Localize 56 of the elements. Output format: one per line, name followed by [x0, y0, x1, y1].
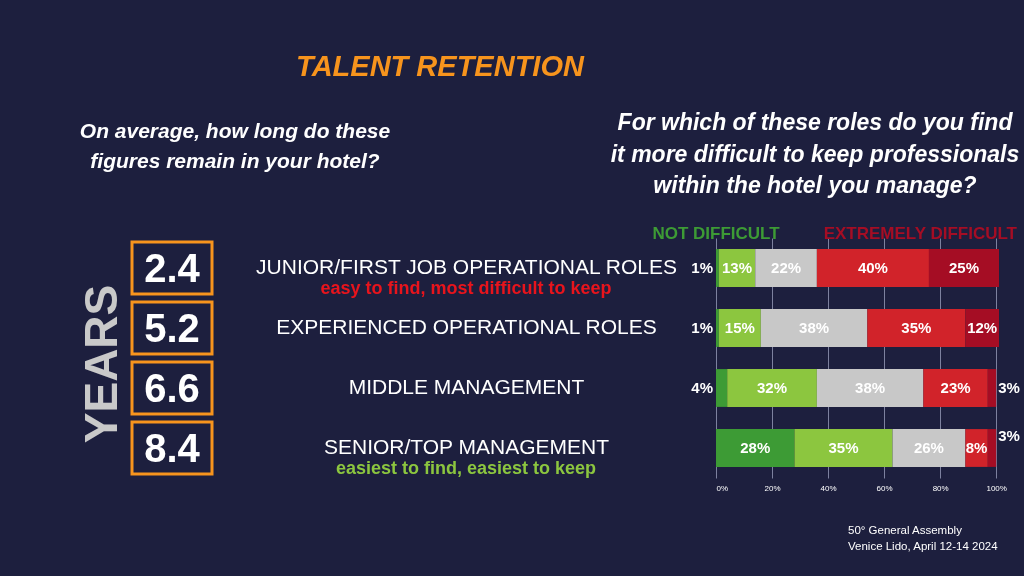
data-label: 15% — [724, 319, 755, 336]
bar — [923, 369, 988, 407]
text: easiest to find, easiest to keep — [335, 458, 597, 478]
bar — [727, 369, 817, 407]
text: On average, how long do these figures remain in your hotel? — [79, 119, 391, 172]
data-label: 1% — [691, 259, 713, 276]
bar — [987, 369, 997, 407]
data-label: 3% — [998, 427, 1020, 444]
chart-title: For which of these roles do you find it more difficult to keep professionals within the hotel you manage? — [610, 109, 1020, 198]
x-tick-label: 60% — [876, 483, 893, 493]
data-label: 25% — [948, 259, 979, 276]
bar — [816, 369, 924, 407]
data-label: 28% — [740, 439, 771, 456]
text: TALENT RETENTION — [296, 50, 585, 82]
bar — [716, 429, 795, 467]
data-label: 2.4 — [144, 246, 201, 290]
data-label: 3% — [998, 379, 1020, 396]
x-tick-label: 100% — [986, 483, 1007, 493]
data-label: 40% — [857, 259, 888, 276]
data-label: 8.4 — [144, 426, 201, 470]
data-label: 13% — [722, 259, 753, 276]
x-tick-label: 0% — [716, 483, 729, 493]
y-tick-label: JUNIOR/FIRST JOB OPERATIONAL ROLES — [256, 255, 677, 278]
data-label: 6.6 — [144, 366, 200, 410]
text: 50° General Assembly — [848, 524, 963, 536]
data-label: 35% — [828, 439, 859, 456]
x-tick-label: 80% — [932, 483, 949, 493]
data-label: 1% — [691, 319, 713, 336]
bar — [755, 249, 817, 287]
data-label: 12% — [967, 319, 998, 336]
bar — [760, 309, 868, 347]
text: Venice Lido, April 12-14 2024 — [848, 540, 999, 552]
data-label: 5.2 — [144, 306, 200, 350]
y-tick-label: SENIOR/TOP MANAGEMENT — [323, 435, 610, 458]
bar — [928, 249, 999, 287]
data-label: 32% — [757, 379, 788, 396]
y-tick-label: EXPERIENCED OPERATIONAL ROLES — [276, 315, 657, 338]
data-label: 23% — [940, 379, 971, 396]
bar — [716, 309, 719, 347]
x-tick-label: 20% — [764, 483, 781, 493]
series-label: EXTREMELY DIFFICULT — [823, 224, 1018, 243]
data-label: 8% — [965, 439, 988, 456]
bar — [794, 429, 893, 467]
bar — [816, 249, 929, 287]
text: easy to find, most difficult to keep — [320, 278, 612, 298]
data-label: 35% — [901, 319, 932, 336]
data-label: 4% — [691, 379, 713, 396]
text: YEARS — [75, 284, 127, 444]
bar — [716, 249, 719, 287]
bar — [867, 309, 966, 347]
bar — [892, 429, 966, 467]
bar — [987, 429, 997, 467]
series-label: NOT DIFFICULT — [652, 224, 781, 243]
bar — [716, 369, 728, 407]
y-tick-label: MIDDLE MANAGEMENT — [348, 375, 585, 398]
x-tick-label: 40% — [820, 483, 837, 493]
